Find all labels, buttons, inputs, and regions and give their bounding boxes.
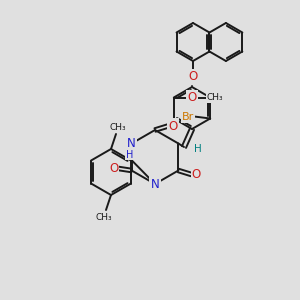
Text: CH₃: CH₃ bbox=[96, 212, 112, 221]
Text: H: H bbox=[194, 144, 202, 154]
Text: Br: Br bbox=[182, 112, 194, 122]
Text: CH₃: CH₃ bbox=[206, 93, 223, 102]
Text: H: H bbox=[126, 149, 133, 160]
Text: O: O bbox=[168, 119, 178, 133]
Text: N: N bbox=[127, 137, 136, 150]
Text: N: N bbox=[151, 178, 159, 190]
Text: O: O bbox=[188, 70, 198, 83]
Text: O: O bbox=[192, 168, 201, 181]
Text: O: O bbox=[109, 162, 118, 175]
Text: O: O bbox=[187, 91, 196, 104]
Text: CH₃: CH₃ bbox=[110, 122, 126, 131]
